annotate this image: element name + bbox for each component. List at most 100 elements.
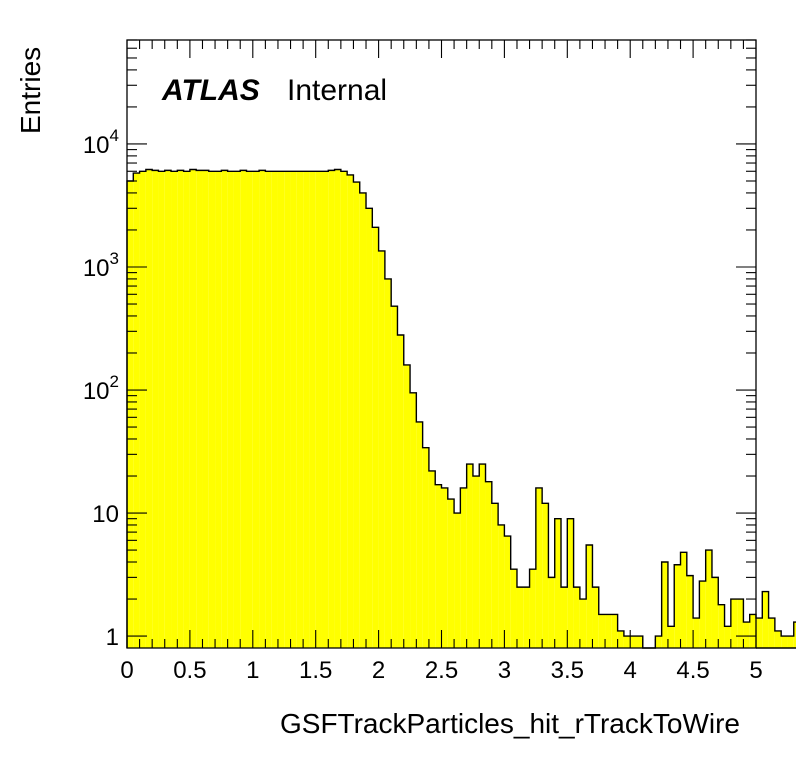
histogram-bin [730,599,738,648]
histogram-bin [743,622,750,648]
histogram-bin [523,587,530,648]
histogram-bin [265,171,272,648]
atlas-status-label: Internal [287,74,387,107]
histogram-bin [567,518,574,648]
histogram-bin [391,306,398,648]
histogram-bin [441,487,448,648]
histogram-bin [416,421,423,648]
histogram-bin [542,503,549,648]
histogram-bin [284,171,291,648]
histogram-bin [133,173,140,648]
histogram-bin [397,335,404,648]
histogram-bin [460,487,467,648]
x-tick-label: 0 [120,657,133,684]
histogram-bin [774,630,782,648]
y-tick-label: 1 [106,624,119,651]
histogram-bin [164,170,172,648]
histogram-bin [737,599,744,648]
histogram-bin [636,636,643,648]
histogram-bin [762,591,769,648]
histogram-bin [611,614,618,648]
histogram-bin [277,171,285,648]
histogram-bin [215,171,222,648]
histogram-bin [177,170,184,648]
histogram-bin [485,481,492,648]
histogram-bin [768,618,775,648]
histogram-bin [661,562,668,648]
histogram-bin [145,169,153,648]
histogram-bin [240,170,247,648]
histogram-bin [246,171,253,648]
histogram-bin [504,536,511,648]
y-tick-label: 103 [83,249,119,282]
histogram-bin [655,636,662,648]
histogram-bin [353,182,360,648]
histogram-bin [472,476,480,648]
histogram-bin [315,171,322,648]
histogram-bin [340,171,348,648]
histogram-bin [749,614,756,648]
histogram-bin [271,171,278,648]
histogram-bin [724,626,731,648]
histogram-bin [127,181,134,649]
histogram-bin [510,569,517,648]
y-axis-title: Entries [15,47,46,134]
histogram-bin [756,618,763,648]
x-axis-title: GSFTrackParticles_hit_rTrackToWire [280,708,740,739]
histogram-bin [303,171,310,648]
histogram-bin [372,227,379,648]
histogram-bin [667,626,675,648]
histogram-bin [171,171,178,648]
histogram-bin [787,636,794,648]
histogram-bin [378,250,385,648]
histogram-bin [680,552,687,648]
x-tick-label: 4.5 [676,657,709,684]
histogram-bin [347,174,354,648]
histogram-bin [718,604,725,648]
histogram-bin [428,470,436,648]
histogram-bin [309,171,316,648]
x-tick-label: 4 [624,657,637,684]
histogram-bin [686,575,694,648]
x-tick-label: 3.5 [551,657,584,684]
histogram-bin [221,170,228,648]
histogram-bin [479,464,486,648]
histogram-bin [139,171,146,648]
histogram-bin [498,524,505,648]
histogram-bin [586,544,593,648]
histogram-bin [516,587,524,648]
histogram-bin [290,171,297,648]
histogram-bin [208,171,216,648]
histogram-bin [592,587,599,648]
histogram-bars [126,168,796,649]
x-tick-label: 2 [372,657,385,684]
histogram-bin [617,630,624,648]
histogram-bin [259,170,266,648]
histogram-bin [183,171,190,648]
histogram-bin [605,614,612,648]
axis-ticks [126,39,757,648]
x-tick-label: 1 [246,657,259,684]
histogram-bin [793,622,796,648]
histogram-bin [781,636,788,648]
histogram-bin [598,614,606,648]
histogram-bin [158,171,165,648]
histogram-bin [359,192,367,649]
histogram-bin [422,447,429,648]
histogram-bin [491,503,499,648]
histogram-bin [711,577,719,648]
histogram-bin [366,208,373,648]
histogram-bin [579,599,587,648]
x-tick-label: 0.5 [173,657,206,684]
histogram-bin [573,587,580,648]
y-tick-label: 10 [92,501,119,528]
axis-tick-labels: 0 0.5 1 1.5 2 2.5 3 3.5 4 4.5 5 1 10 102 103 104 [83,126,763,684]
histogram-bin [699,581,706,648]
histogram-bin [233,171,241,648]
histogram-bin [403,364,411,648]
y-tick-label: 102 [83,372,119,405]
histogram-bin [410,392,417,648]
histogram-bin [384,278,392,648]
histogram-bin [227,171,234,648]
